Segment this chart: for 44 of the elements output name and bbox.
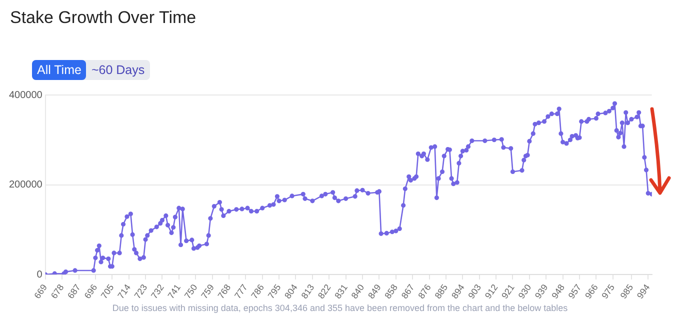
x-tick-label: 705 [98,282,116,300]
x-tick-label: 948 [550,282,566,300]
x-tick-label: 975 [600,282,617,300]
x-tick-label: 786 [249,282,266,300]
x-tick-label: 768 [216,282,233,300]
x-tick-label: 750 [182,282,200,300]
x-tick-label: 804 [282,282,300,300]
x-tick-label: 732 [149,282,166,300]
x-tick-label: 921 [500,282,516,300]
x-tick-label: 903 [466,282,484,300]
x-tick-label: 822 [316,282,333,300]
text: Due to issues with missing data, epochs 304,346 and 355 have been removed from the chart and the below tables [111,303,569,313]
x-tick-label: 669 [32,282,50,300]
x-tick-label: 876 [416,282,433,300]
x-tick-label: 912 [482,282,500,300]
text: All Time [32,60,86,80]
x-tick-label: 894 [450,282,466,300]
text: ~60 Days [90,62,146,79]
chart-title: Stake Growth Over Time [10,8,196,28]
x-tick-label: 678 [48,282,66,300]
x-tick-label: 714 [116,282,132,300]
x-tick-label: 858 [382,282,400,300]
x-tick-label: 741 [166,282,183,300]
x-tick-label: 831 [332,282,350,300]
x-tick-label: 930 [516,282,534,300]
y-tick-label: 200000 [8,180,43,190]
x-tick-label: 966 [583,282,600,300]
x-tick-label: 696 [82,282,100,300]
x-tick-label: 957 [566,282,584,300]
x-tick-label: 885 [432,282,450,300]
y-tick-label: 400000 [8,90,43,101]
x-tick-label: 867 [399,282,416,300]
y-tick-label: 0 [36,269,43,280]
x-tick-label: 777 [232,282,250,300]
x-tick-label: 939 [532,282,550,300]
x-tick-label: 994 [634,282,652,300]
x-tick-label: 813 [299,282,316,300]
x-tick-label: 985 [618,282,636,300]
x-tick-label: 723 [132,282,150,300]
x-tick-label: 840 [349,282,366,300]
x-tick-label: 849 [366,282,383,300]
x-tick-label: 687 [66,282,82,300]
x-tick-label: 759 [199,282,216,300]
x-tick-label: 795 [266,282,283,300]
